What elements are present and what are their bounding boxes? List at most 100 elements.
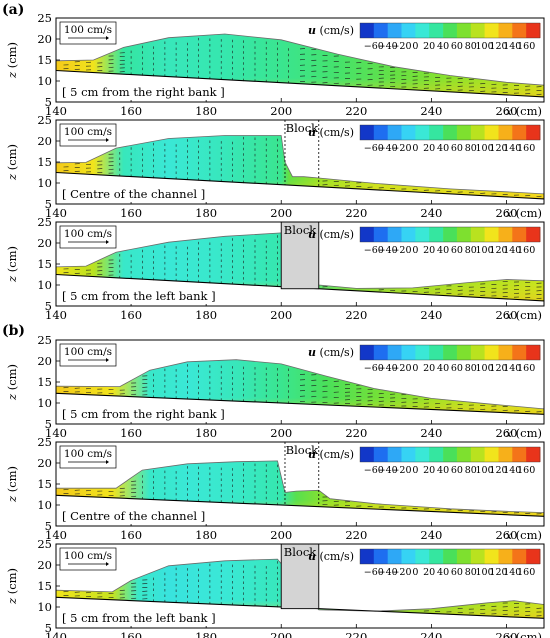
colorbar-tick-label: −20	[391, 465, 411, 476]
colorbar-swatch	[526, 227, 541, 242]
y-tick-label: 20	[37, 558, 52, 572]
colorbar-swatch	[401, 227, 416, 242]
colorbar-swatch	[526, 23, 541, 38]
y-tick-label: 25	[37, 435, 52, 449]
y-tick-label: 5	[45, 621, 52, 635]
colorbar-swatch	[512, 345, 527, 360]
x-tick-label: 240	[420, 308, 442, 322]
colorbar-frame	[359, 446, 541, 463]
colorbar-label: u (cm/s)	[308, 550, 354, 563]
y-axis-label: z (cm)	[5, 364, 19, 401]
colorbar-swatch	[387, 23, 402, 38]
colorbar-frame	[359, 548, 541, 565]
colorbar-tick-label: 120	[489, 143, 507, 154]
colorbar-swatch	[470, 125, 485, 140]
colorbar-tick-label: 120	[489, 245, 507, 256]
annotation-bg	[58, 185, 210, 202]
location-annotation-text: [ 5 cm from the right bank ]	[62, 407, 225, 421]
colorbar-tick-label: 40	[437, 465, 449, 476]
x-tick-label: 180	[195, 528, 217, 542]
colorbar-swatch	[456, 549, 472, 564]
colorbar-swatch	[360, 227, 375, 242]
colorbar-tick-label: 60	[451, 465, 463, 476]
colorbar-swatch	[373, 125, 388, 140]
y-tick-label: 25	[37, 11, 52, 25]
colorbar-swatch	[512, 23, 527, 38]
colorbar-swatch	[429, 227, 444, 242]
colorbar-tick-label: −60	[364, 567, 384, 578]
x-tick-label: 240	[420, 104, 442, 118]
colorbar-swatch	[526, 447, 541, 462]
colorbar-label: u (cm/s)	[308, 228, 354, 241]
location-annotation: [ 5 cm from the left bank ]	[58, 609, 220, 626]
x-axis-label: x (cm)	[506, 630, 542, 638]
x-tick-label: 180	[195, 104, 217, 118]
x-tick-label: 180	[195, 426, 217, 440]
scale-box	[59, 225, 117, 249]
x-tick-label: 220	[345, 528, 367, 542]
colorbar-tick-label: 60	[451, 363, 463, 374]
colorbar-tick-label: 100	[476, 363, 494, 374]
scale-arrow-box: 100 cm/s	[59, 343, 117, 367]
x-tick-label: 160	[120, 630, 142, 638]
near-bed-high-velocity	[56, 359, 544, 415]
water-surface-line	[56, 33, 544, 86]
colorbar-swatch	[429, 447, 444, 462]
colorbar-swatch	[498, 23, 513, 38]
colorbar-swatch	[387, 447, 402, 462]
colorbar-swatch	[387, 227, 402, 242]
plot-area	[56, 135, 544, 200]
x-tick-label: 180	[195, 206, 217, 220]
colorbar-swatch	[443, 345, 458, 360]
colorbar-label: u (cm/s)	[308, 448, 354, 461]
y-axis-label: z (cm)	[5, 466, 19, 503]
colorbar-swatch	[415, 549, 430, 564]
velocity-vectors	[63, 37, 542, 95]
x-tick-label: 200	[270, 426, 292, 440]
colorbar-swatch	[373, 23, 388, 38]
colorbar-tick-label: 160	[517, 465, 535, 476]
plot-area	[56, 359, 544, 415]
x-tick-label: 160	[120, 528, 142, 542]
colorbar-label: u (cm/s)	[308, 24, 354, 37]
colorbar-tick-label: 160	[517, 41, 535, 52]
colorbar-swatch	[470, 227, 485, 242]
colorbar-swatch	[373, 227, 388, 242]
x-tick-label: 200	[270, 528, 292, 542]
water-surface-line	[56, 135, 544, 195]
colorbar-tick-label: −40	[378, 363, 398, 374]
colorbar-tick-label: 80	[465, 245, 477, 256]
colorbar-swatch	[360, 23, 375, 38]
colorbar-tick-label: 60	[451, 143, 463, 154]
colorbar-swatch	[526, 345, 541, 360]
x-tick-label: 140	[45, 308, 67, 322]
colorbar-tick-label: 140	[503, 363, 521, 374]
colorbar-swatch	[360, 125, 375, 140]
y-tick-label: 15	[37, 53, 52, 67]
x-axis-label: x (cm)	[506, 426, 542, 440]
bed-line	[56, 171, 544, 200]
colorbar-tick-label: 0	[412, 143, 418, 154]
scale-arrow-head	[106, 358, 109, 362]
x-tick-label: 160	[120, 308, 142, 322]
water-surface-line	[56, 359, 544, 410]
x-tick-label: 160	[120, 206, 142, 220]
colorbar-swatch	[512, 447, 527, 462]
colorbar-tick-label: 0	[412, 41, 418, 52]
y-tick-label: 5	[45, 299, 52, 313]
colorbar-label: u (cm/s)	[308, 126, 354, 139]
x-tick-label: 160	[120, 104, 142, 118]
x-tick-label: 180	[195, 630, 217, 638]
y-tick-label: 20	[37, 354, 52, 368]
scale-box	[59, 445, 117, 469]
colorbar-swatch	[443, 227, 458, 242]
colorbar-tick-label: 160	[517, 245, 535, 256]
colorbar-label: u (cm/s)	[308, 346, 354, 359]
colorbar-tick-label: 20	[423, 245, 435, 256]
scale-arrow-label: 100 cm/s	[64, 24, 112, 36]
